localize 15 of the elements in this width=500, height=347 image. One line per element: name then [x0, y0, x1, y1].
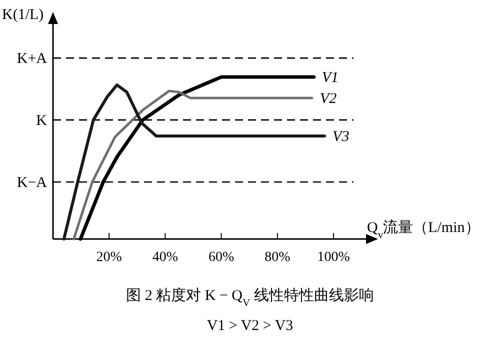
y-axis-title: K(1/L) [2, 7, 44, 23]
text: 图 2 粘度对 K − Q$_{V}$ 线性特性曲线影响 [126, 287, 374, 308]
x-tick-label: 20% [96, 250, 122, 265]
text: V1 > V2 > V3 [206, 318, 294, 334]
series-label: V1 [322, 70, 339, 86]
ref-line-label: K−A [16, 174, 48, 191]
x-tick-label: 100% [317, 250, 350, 265]
ref-line-label: K+A [16, 51, 48, 68]
x-axis-title: Q$_{v}$流量（L/min） [367, 219, 480, 240]
x-tick-label: 60% [208, 250, 234, 265]
series-label: V2 [320, 91, 338, 108]
series-label: V3 [332, 128, 350, 145]
x-tick-label: 40% [152, 250, 178, 265]
x-tick-label: 80% [264, 250, 291, 265]
ref-line-label: K [36, 112, 48, 129]
